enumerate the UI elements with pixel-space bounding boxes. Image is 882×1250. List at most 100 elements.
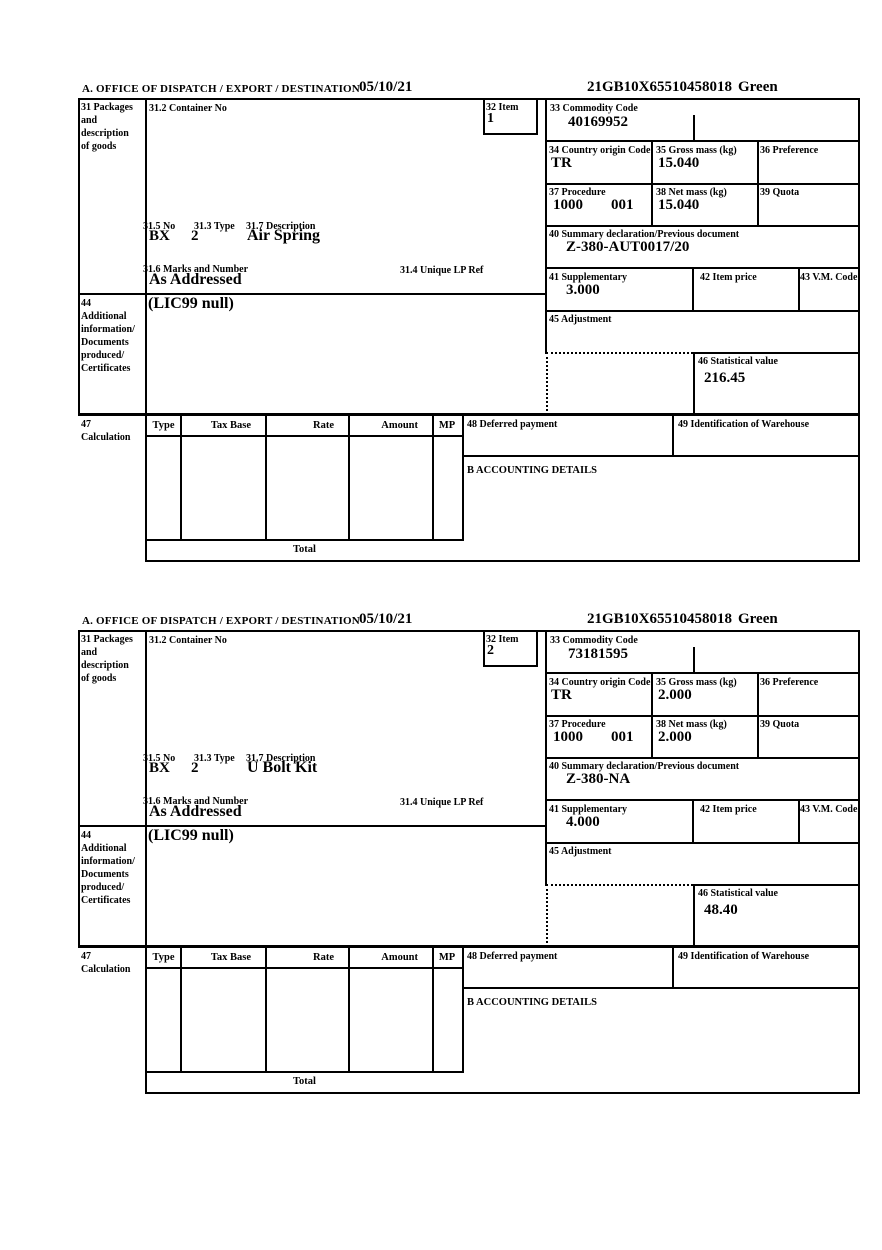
package-type-value: 2 (191, 760, 199, 776)
commodity-code-value: 73181595 (568, 646, 628, 662)
grid-line (545, 630, 547, 886)
box45-adjustment-label: 45 Adjustment (549, 314, 612, 325)
box31-5-no-label: 31.5 No (143, 753, 176, 764)
box40-summary-declaration-label: 40 Summary declaration/Previous document (549, 229, 740, 240)
grid-line (145, 98, 147, 562)
grid-line (265, 416, 267, 541)
box42-item-price-label: 42 Item price (700, 804, 757, 815)
box31-4-unique-lp-ref-label: 31.4 Unique LP Ref (400, 265, 484, 276)
box41-supplementary-label: 41 Supplementary (549, 804, 628, 815)
procedure-code-value: 1000 (553, 197, 583, 213)
grid-line (432, 416, 434, 541)
box32-item-label: 32 Item (486, 634, 519, 645)
item-number-value: 2 (487, 643, 494, 658)
box38-net-mass-label: 38 Net mass (kg) (656, 187, 727, 198)
grid-line (145, 435, 462, 437)
grid-line (545, 799, 860, 801)
routing-status-value: Green (738, 79, 778, 95)
date-value: 05/10/21 (359, 611, 413, 627)
box49-warehouse-label: 49 Identification of Warehouse (678, 419, 810, 430)
statistical-value: 48.40 (704, 902, 738, 918)
grid-line (798, 267, 800, 312)
entry-number-value: 21GB10X65510458018 (587, 611, 733, 627)
grid-line (693, 647, 695, 672)
col-header-amount: Amount (381, 420, 418, 431)
grid-line (672, 413, 674, 457)
grid-line (692, 267, 694, 312)
country-origin-value: TR (551, 155, 572, 171)
procedure-code-value: 1000 (553, 729, 583, 745)
gross-mass-value: 2.000 (658, 687, 692, 703)
net-mass-value: 15.040 (658, 197, 700, 213)
box36-preference-label: 36 Preference (760, 145, 819, 156)
grid-line (798, 799, 800, 844)
grid-line (432, 948, 434, 1073)
grid-line (462, 455, 860, 457)
grid-line (483, 133, 538, 135)
total-label: Total (293, 544, 316, 555)
box33-commodity-code-label: 33 Commodity Code (550, 635, 638, 646)
grid-line (693, 884, 695, 947)
box47-calculation-label: 47 Calculation (81, 419, 131, 443)
grid-line (462, 987, 860, 989)
box40-summary-declaration-label: 40 Summary declaration/Previous document (549, 761, 740, 772)
grid-line (78, 413, 860, 416)
box35-gross-mass-label: 35 Gross mass (kg) (656, 677, 737, 688)
grid-line (483, 630, 485, 667)
grid-line (545, 715, 860, 717)
box32-item-label: 32 Item (486, 102, 519, 113)
marks-number-value: As Addressed (149, 803, 242, 820)
procedure-code2-value: 001 (611, 197, 634, 213)
col-header-type: Type (152, 420, 175, 431)
grid-line (757, 672, 759, 757)
box45-adjustment-label: 45 Adjustment (549, 846, 612, 857)
supplementary-value: 4.000 (566, 814, 600, 830)
box31-6-marks-label: 31.6 Marks and Number (143, 264, 249, 275)
box33-commodity-code-label: 33 Commodity Code (550, 103, 638, 114)
box39-quota-label: 39 Quota (760, 187, 800, 198)
grid-line (483, 98, 485, 135)
box31-6-marks-label: 31.6 Marks and Number (143, 796, 249, 807)
grid-line (545, 310, 860, 312)
box31-2-container-no-label: 31.2 Container No (149, 635, 227, 646)
col-header-tax-base: Tax Base (210, 420, 251, 431)
grid-line (145, 560, 860, 562)
box43-vm-code-label: 43 V.M. Code (800, 804, 858, 815)
grid-line (348, 948, 350, 1073)
grid-line (693, 352, 695, 415)
total-label: Total (293, 1076, 316, 1087)
country-origin-value: TR (551, 687, 572, 703)
box31-packages-label: 31 Packages and description of goods (81, 102, 133, 152)
item-number-value: 1 (487, 111, 494, 126)
grid-line (545, 225, 860, 227)
grid-line (78, 945, 860, 948)
box31-3-type-label: 31.3 Type (194, 221, 235, 232)
grid-line (462, 945, 464, 1073)
office-of-dispatch-header: A. OFFICE OF DISPATCH / EXPORT / DESTINA… (82, 615, 360, 627)
summary-declaration-value: Z-380-AUT0017/20 (566, 239, 690, 255)
grid-line (78, 630, 80, 947)
grid-line (78, 98, 80, 415)
col-header-tax-base: Tax Base (210, 952, 251, 963)
box38-net-mass-label: 38 Net mass (kg) (656, 719, 727, 730)
box31-packages-label: 31 Packages and description of goods (81, 634, 133, 684)
declaration-item-section: A. OFFICE OF DISPATCH / EXPORT / DESTINA… (78, 612, 862, 1096)
box31-3-type-label: 31.3 Type (194, 753, 235, 764)
grid-line (78, 630, 860, 632)
goods-description-value: U Bolt Kit (247, 759, 318, 776)
marks-number-value: As Addressed (149, 271, 242, 288)
col-header-mp: MP (438, 420, 456, 431)
box41-supplementary-label: 41 Supplementary (549, 272, 628, 283)
additional-info-value: (LIC99 null) (148, 827, 234, 844)
summary-declaration-value: Z-380-NA (566, 771, 631, 787)
grid-line (693, 352, 860, 354)
box34-country-origin-label: 34 Country origin Code (549, 145, 651, 156)
grid-line (145, 539, 464, 541)
grid-line (180, 416, 182, 541)
grid-line (545, 267, 860, 269)
package-no-value: BX (149, 228, 170, 244)
box37-procedure-label: 37 Procedure (549, 719, 606, 730)
dotted-divider-line (546, 352, 693, 354)
col-header-amount: Amount (381, 952, 418, 963)
accounting-details-label: B ACCOUNTING DETAILS (467, 465, 597, 476)
